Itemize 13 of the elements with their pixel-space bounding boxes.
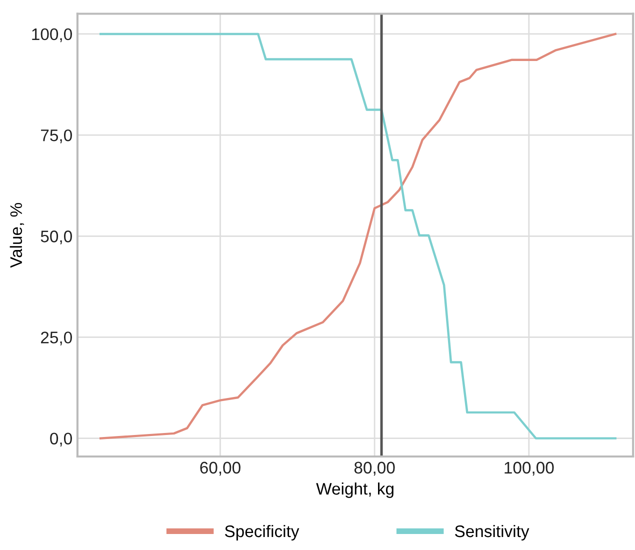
y-tick-label: 100,0 — [32, 28, 72, 42]
y-tick-label: 75,0 — [41, 129, 72, 144]
legend-label: Sensitivity — [455, 524, 530, 540]
x-tick-label: 60,00 — [200, 462, 240, 476]
x-tick-label: 100,00 — [504, 462, 554, 476]
x-tick-label: 80,00 — [354, 462, 395, 476]
y-axis-title: Value, % — [10, 202, 24, 268]
line-series — [100, 32, 616, 440]
legend-label: Specificity — [224, 524, 300, 540]
y-tick-label: 0,0 — [50, 432, 72, 446]
x-axis-title: Weight, kg — [316, 482, 394, 498]
y-tick-label: 25,0 — [41, 332, 72, 346]
y-tick-label: 50,0 — [40, 230, 72, 244]
